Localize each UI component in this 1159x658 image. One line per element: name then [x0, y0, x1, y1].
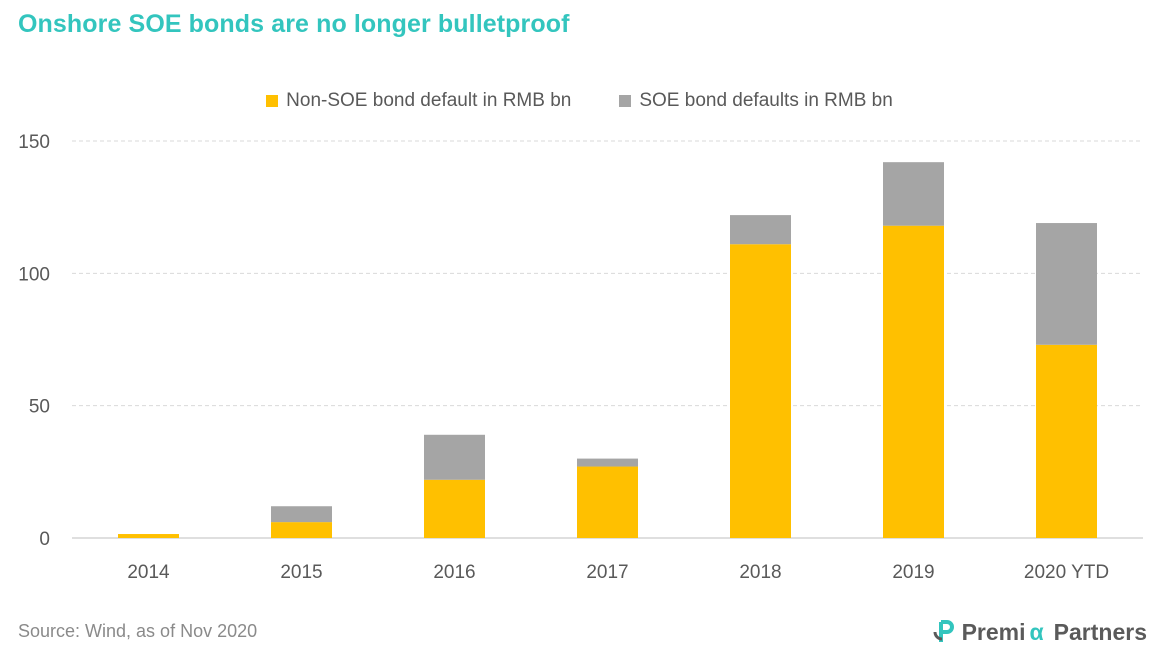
x-tick-label: 2019 — [892, 562, 934, 583]
y-tick-label: 150 — [18, 132, 50, 153]
x-tick-label: 2017 — [586, 562, 628, 583]
y-tick-label: 100 — [18, 264, 50, 285]
bar-non-soe — [271, 522, 332, 538]
x-tick-label: 2018 — [739, 562, 781, 583]
bar-soe — [271, 506, 332, 523]
bar-soe — [883, 162, 944, 226]
bar-soe — [577, 458, 638, 467]
bar-non-soe — [1036, 344, 1097, 538]
x-tick-label: 2015 — [280, 562, 322, 583]
bar-soe — [730, 215, 791, 245]
x-tick-label: 2016 — [433, 562, 475, 583]
logo-text-alpha: α — [1029, 618, 1044, 645]
legend-swatch-non-soe — [266, 95, 279, 107]
bar-soe — [1036, 223, 1097, 345]
legend-item-soe: SOE bond defaults in RMB bn — [619, 90, 893, 112]
premia-partners-logo: Premi α Partners — [932, 618, 1147, 646]
legend: Non-SOE bond default in RMB bn SOE bond … — [0, 90, 1159, 112]
legend-label-soe: SOE bond defaults in RMB bn — [639, 90, 893, 111]
source-note: Source: Wind, as of Nov 2020 — [18, 621, 258, 641]
y-tick-label: 0 — [39, 529, 50, 550]
legend-label-non-soe: Non-SOE bond default in RMB bn — [286, 90, 572, 111]
legend-item-non-soe: Non-SOE bond default in RMB bn — [266, 90, 571, 112]
logo-text-post: Partners — [1053, 618, 1147, 645]
bar-non-soe — [730, 244, 791, 538]
legend-swatch-soe — [619, 95, 632, 107]
bar-non-soe — [118, 534, 179, 538]
bar-non-soe — [424, 479, 485, 538]
logo-text-pre: Premi — [961, 618, 1026, 645]
y-tick-label: 50 — [29, 397, 50, 418]
x-tick-label: 2014 — [127, 562, 170, 583]
bar-non-soe — [577, 466, 638, 538]
bar-non-soe — [883, 225, 944, 538]
chart-title: Onshore SOE bonds are no longer bulletpr… — [18, 10, 570, 38]
bar-soe — [424, 434, 485, 480]
x-tick-label: 2020 YTD — [1024, 562, 1109, 583]
logo-mark-icon — [933, 620, 954, 642]
stacked-bar-chart: 0 50 100 150 2014 2015 2016 2017 2018 2019 2020 YT… — [18, 132, 1143, 583]
